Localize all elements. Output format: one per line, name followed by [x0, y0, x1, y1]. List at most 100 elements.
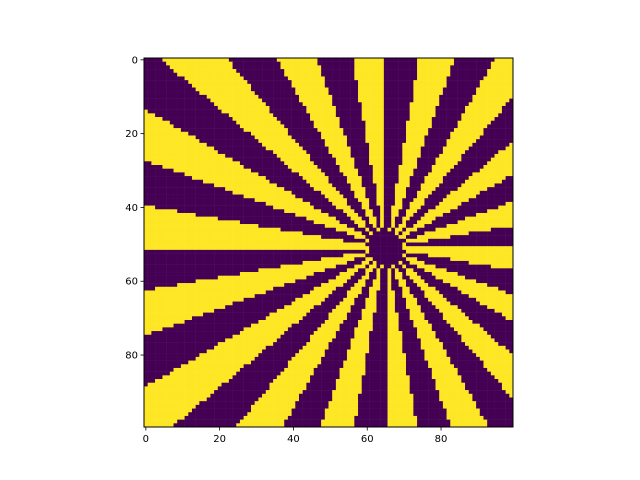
heatmap-cell [446, 201, 451, 206]
heatmap-cell [380, 94, 385, 99]
heatmap-cell [232, 72, 237, 77]
heatmap-cell [191, 201, 196, 206]
heatmap-cell [173, 150, 178, 155]
heatmap-cell [284, 98, 289, 103]
heatmap-cell [501, 91, 506, 96]
heatmap-cell [254, 113, 259, 118]
heatmap-cell [468, 98, 473, 103]
heatmap-cell [228, 98, 233, 103]
heatmap-cell [391, 212, 396, 217]
heatmap-cell [394, 150, 399, 155]
heatmap-cell [387, 161, 392, 166]
heatmap-cell [151, 58, 156, 62]
heatmap-cell [310, 61, 314, 66]
heatmap-cell [376, 83, 381, 88]
heatmap-cell [203, 120, 207, 125]
heatmap-cell [262, 87, 267, 92]
heatmap-cell [239, 113, 244, 118]
heatmap-cell [369, 231, 374, 236]
heatmap-cell [158, 227, 163, 232]
heatmap-cell [225, 183, 230, 188]
heatmap-cell [394, 124, 399, 129]
heatmap-cell [191, 76, 196, 81]
heatmap-cell [151, 131, 156, 136]
heatmap-cell [339, 187, 344, 192]
heatmap-cell [199, 216, 204, 221]
heatmap-cell [166, 117, 171, 121]
heatmap-cell [262, 205, 267, 210]
heatmap-cell [295, 113, 300, 118]
heatmap-cell [251, 76, 255, 81]
heatmap-cell [188, 87, 193, 92]
heatmap-cell [280, 72, 285, 77]
heatmap-cell [298, 150, 303, 155]
heatmap-cell [206, 102, 211, 107]
heatmap-cell [413, 194, 418, 199]
heatmap-cell [310, 102, 314, 107]
heatmap-cell [361, 224, 366, 228]
heatmap-cell [206, 205, 211, 210]
heatmap-cell [236, 105, 241, 110]
heatmap-cell [162, 212, 167, 217]
heatmap-cell [479, 187, 484, 192]
heatmap-cell [468, 165, 473, 169]
heatmap-cell [461, 117, 466, 121]
heatmap-cell [214, 165, 219, 169]
heatmap-cell [302, 172, 307, 177]
heatmap-cell [236, 179, 241, 184]
heatmap-cell [162, 72, 167, 77]
heatmap-cell [383, 201, 388, 206]
heatmap-cell [505, 157, 510, 162]
heatmap-cell [376, 113, 381, 118]
heatmap-cell [180, 194, 185, 199]
heatmap-cell [435, 194, 440, 199]
heatmap-cell [450, 146, 455, 151]
heatmap-cell [155, 80, 160, 85]
heatmap-cell [487, 190, 492, 195]
heatmap-cell [350, 109, 355, 114]
heatmap-cell [465, 139, 469, 144]
heatmap-cell [428, 65, 433, 70]
heatmap-cell [276, 135, 281, 140]
heatmap-cell [457, 201, 462, 206]
heatmap-cell [457, 61, 462, 66]
heatmap-cell [324, 94, 329, 99]
heatmap-cell [258, 139, 263, 144]
heatmap-cell [483, 235, 488, 240]
heatmap-cell [490, 165, 495, 169]
heatmap-cell [243, 117, 248, 121]
heatmap-cell [147, 61, 152, 66]
heatmap-cell [203, 146, 207, 151]
heatmap-cell [247, 183, 252, 188]
heatmap-cell [225, 212, 230, 217]
heatmap-cell [221, 105, 226, 110]
heatmap-cell [155, 183, 160, 188]
heatmap-cell [465, 176, 469, 181]
heatmap-cell [295, 235, 300, 240]
heatmap-cell [494, 165, 499, 169]
heatmap-cell [273, 227, 278, 232]
heatmap-cell [453, 83, 458, 88]
heatmap-cell [221, 172, 226, 177]
heatmap-cell [398, 205, 403, 210]
heatmap-cell [295, 131, 300, 136]
heatmap-cell [214, 94, 219, 99]
heatmap-cell [321, 58, 326, 62]
heatmap-cell [221, 153, 226, 158]
heatmap-cell [151, 150, 156, 155]
heatmap-cell [151, 80, 156, 85]
heatmap-cell [505, 227, 510, 232]
heatmap-cell [461, 87, 466, 92]
heatmap-cell [498, 98, 503, 103]
heatmap-cell [409, 187, 414, 192]
heatmap-cell [247, 190, 252, 195]
heatmap-cell [435, 124, 440, 129]
heatmap-cell [498, 157, 503, 162]
heatmap-cell [453, 224, 458, 228]
heatmap-cell [354, 231, 359, 236]
heatmap-cell [144, 94, 148, 99]
heatmap-cell [435, 98, 440, 103]
heatmap-cell [239, 194, 244, 199]
heatmap-cell [446, 179, 451, 184]
heatmap-cell [258, 190, 263, 195]
